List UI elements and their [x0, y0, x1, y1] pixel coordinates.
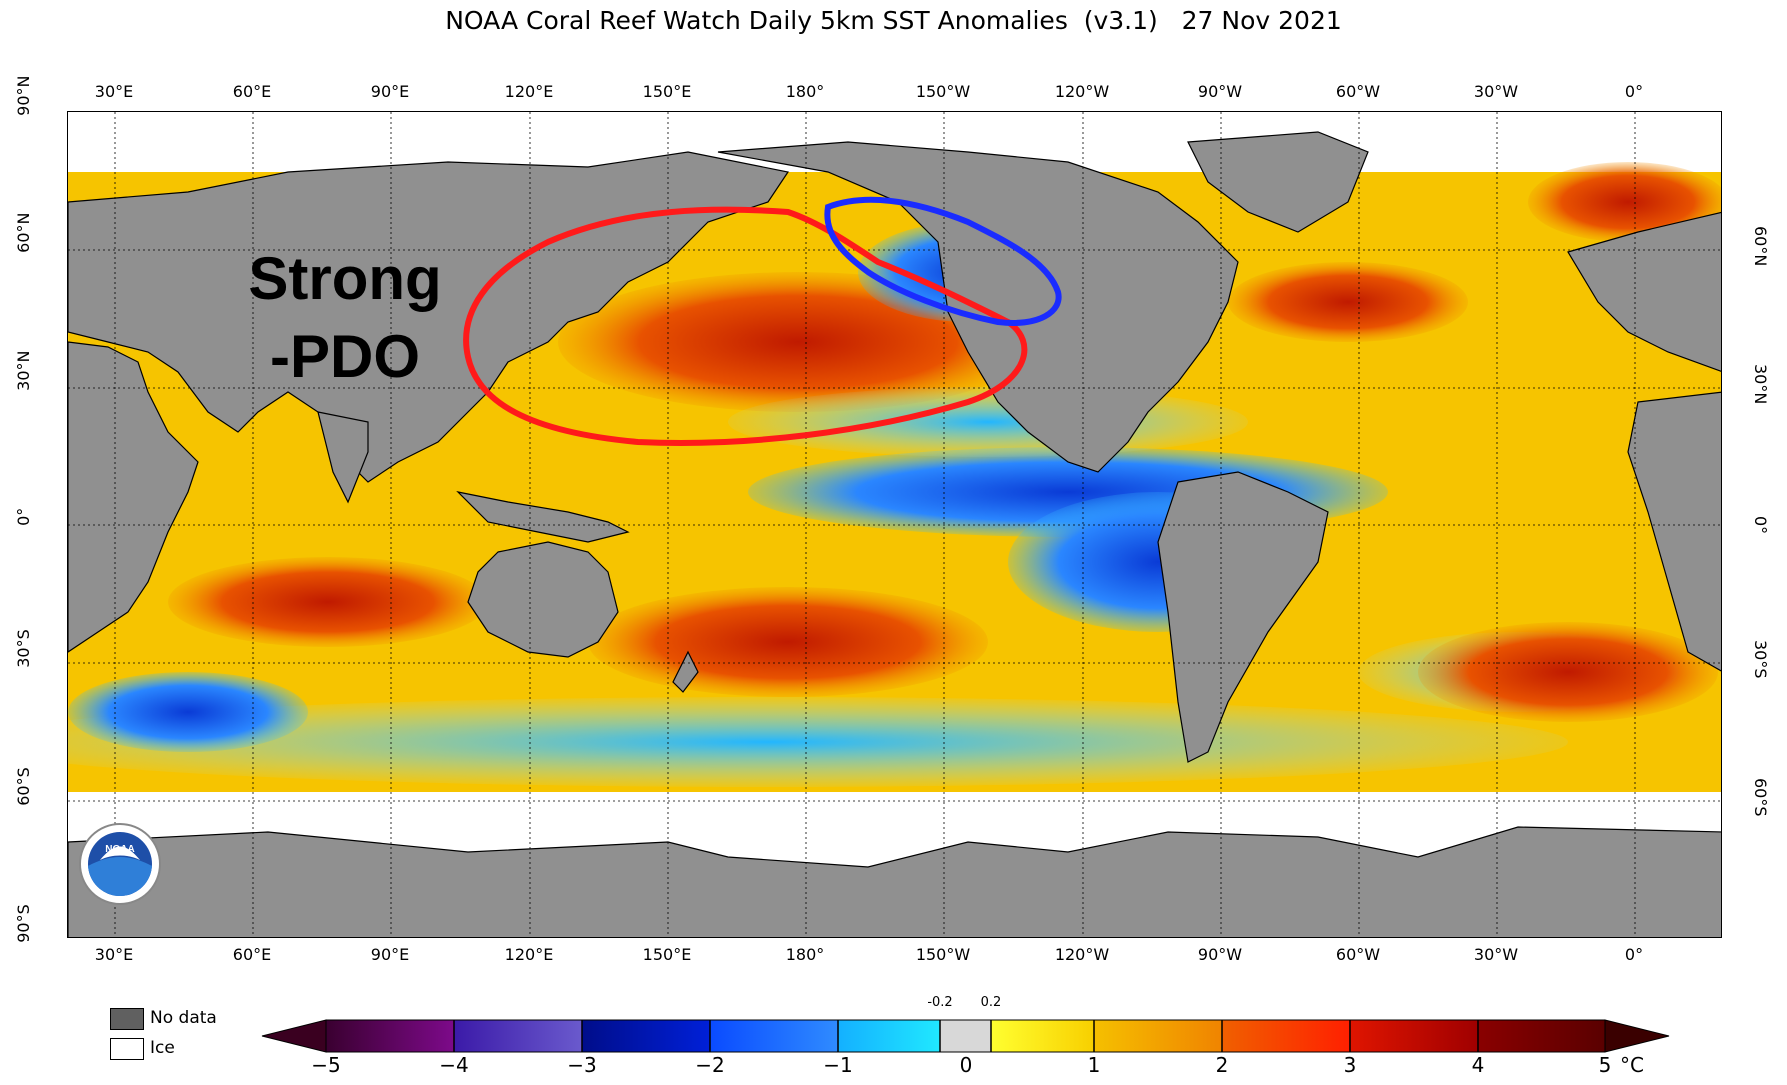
- cb-tick: −1: [823, 1053, 853, 1077]
- cb-small-tick: 0.2: [980, 995, 1002, 1010]
- colorbar-body: [325, 1019, 1606, 1053]
- south-pacific-warm: [588, 587, 988, 697]
- indian-ocean-warm: [168, 557, 488, 647]
- barents-warm: [1528, 162, 1721, 242]
- lon-tick-top: 30°W: [1473, 82, 1519, 101]
- cb-tick: −3: [567, 1053, 597, 1077]
- lat-tick-left: 60°S: [14, 767, 33, 806]
- lon-tick-bottom: 120°W: [1054, 945, 1110, 964]
- lon-tick-top: 90°E: [370, 82, 410, 101]
- lat-tick-right: 60°N: [1751, 226, 1770, 267]
- lon-tick-bottom: 60°W: [1335, 945, 1381, 964]
- lon-tick-top: 60°W: [1335, 82, 1381, 101]
- lon-tick-top: 120°W: [1054, 82, 1110, 101]
- indian-south-cool: [68, 672, 308, 752]
- antarctica-land: [68, 826, 1721, 937]
- lat-tick-left: 90°N: [14, 75, 33, 116]
- lon-tick-top: 0°: [1624, 82, 1644, 101]
- colorbar-left-arrow: [261, 1019, 327, 1053]
- sst-anomaly-map: NOAA: [67, 111, 1722, 938]
- cb-small-tick: -0.2: [927, 995, 953, 1010]
- lat-tick-left: 30°S: [14, 629, 33, 668]
- lon-tick-top: 180°: [785, 82, 825, 101]
- lon-tick-bottom: 120°E: [504, 945, 554, 964]
- land-masses: [68, 131, 1721, 937]
- lon-tick-bottom: 30°E: [94, 945, 134, 964]
- colorbar-dividers: [453, 1020, 1479, 1052]
- lon-tick-bottom: 180°: [785, 945, 825, 964]
- pdo-annotation: Strong -PDO: [215, 240, 475, 396]
- lat-tick-left: 30°N: [14, 350, 33, 391]
- annotation-line2: -PDO: [270, 323, 420, 390]
- lat-tick-right: 30°N: [1751, 364, 1770, 405]
- colorbar-right-arrow: [1604, 1019, 1670, 1053]
- lat-tick-left: 90°S: [14, 904, 33, 943]
- lon-tick-bottom: 0°: [1624, 945, 1644, 964]
- graticule: [68, 112, 1721, 937]
- lon-tick-bottom: 150°E: [642, 945, 692, 964]
- annotation-line1: Strong: [248, 245, 442, 312]
- gulf-stream-warm: [1228, 262, 1468, 342]
- lat-tick-right: 60°S: [1751, 778, 1770, 817]
- ice-swatch: [110, 1038, 144, 1060]
- lat-tick-right: 0°: [1751, 516, 1770, 535]
- no-data-swatch: [110, 1008, 144, 1030]
- lat-tick-right: 30°S: [1751, 640, 1770, 679]
- cb-tick: 0: [959, 1053, 973, 1077]
- lon-tick-top: 90°W: [1197, 82, 1243, 101]
- cb-tick: 4: [1471, 1053, 1485, 1077]
- cb-tick: 3: [1343, 1053, 1357, 1077]
- australia-land: [467, 541, 619, 658]
- red-pdo-outline: [463, 206, 1028, 446]
- west-africa-land: [1627, 391, 1721, 672]
- lon-tick-bottom: 60°E: [232, 945, 272, 964]
- map-title: NOAA Coral Reef Watch Daily 5km SST Anom…: [445, 6, 1342, 35]
- cb-tick: 1: [1087, 1053, 1101, 1077]
- ice-label: Ice: [150, 1038, 175, 1058]
- lon-tick-top: 120°E: [504, 82, 554, 101]
- africa-land: [68, 341, 199, 653]
- new-zealand-land: [672, 650, 699, 693]
- blue-outline: [824, 196, 1062, 326]
- svg-text:NOAA: NOAA: [105, 844, 134, 855]
- lat-tick-left: 0°: [14, 507, 33, 526]
- south-atlantic-warm: [1418, 622, 1718, 722]
- india-land: [317, 411, 369, 504]
- lon-tick-bottom: 90°W: [1197, 945, 1243, 964]
- cb-tick: −4: [439, 1053, 469, 1077]
- noaa-logo: NOAA: [79, 823, 161, 905]
- cb-tick: −5: [311, 1053, 341, 1077]
- south-america-land: [1157, 471, 1329, 763]
- cb-tick: −2: [695, 1053, 725, 1077]
- lon-tick-top: 30°E: [94, 82, 134, 101]
- lon-tick-bottom: 90°E: [370, 945, 410, 964]
- lon-tick-bottom: 150°W: [915, 945, 971, 964]
- no-data-label: No data: [150, 1008, 217, 1028]
- colorbar-unit: °C: [1620, 1053, 1644, 1077]
- lat-tick-left: 60°N: [14, 212, 33, 253]
- cb-tick: 5: [1598, 1053, 1612, 1077]
- europe-land: [1567, 211, 1721, 372]
- lon-tick-top: 60°E: [232, 82, 272, 101]
- lon-tick-top: 150°E: [642, 82, 692, 101]
- cb-tick: 2: [1215, 1053, 1229, 1077]
- greenland-land: [1187, 131, 1369, 233]
- lon-tick-top: 150°W: [915, 82, 971, 101]
- lon-tick-bottom: 30°W: [1473, 945, 1519, 964]
- map-canvas: NOAA: [68, 112, 1721, 937]
